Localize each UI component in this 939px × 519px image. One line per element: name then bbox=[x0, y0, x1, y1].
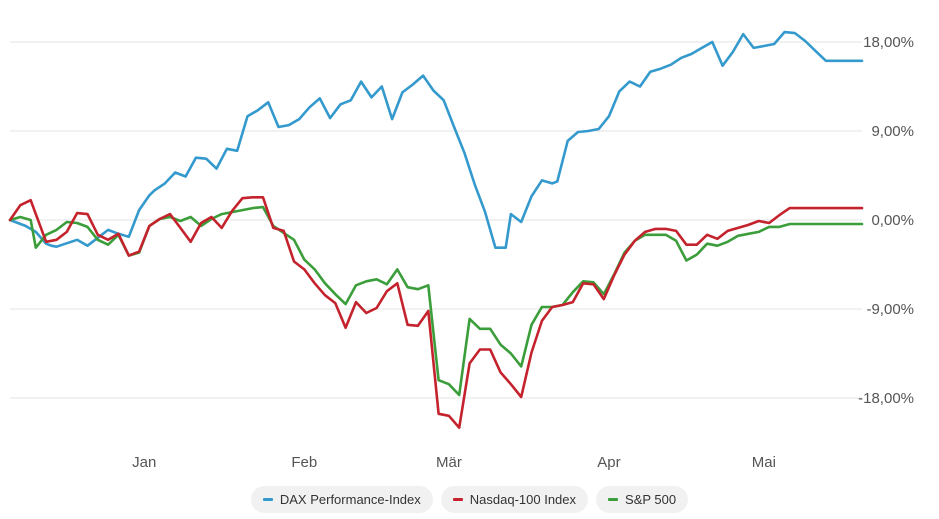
line-chart: 18,00% 9,00% 0,00% -9,00% -18,00% Jan Feb Mär A… bbox=[8, 30, 914, 471]
y-axis-ticks: 18,00% 9,00% 0,00% -9,00% -18,00% bbox=[858, 34, 914, 407]
legend-swatch bbox=[262, 498, 273, 501]
y-tick-label: 0,00% bbox=[871, 212, 914, 229]
legend-item-dax-performance-index[interactable]: DAX Performance-Index bbox=[250, 486, 433, 513]
x-tick-label: Mär bbox=[436, 454, 462, 471]
legend: DAX Performance-Index Nasdaq-100 Index S&P… bbox=[0, 486, 939, 513]
x-axis-ticks: Jan Feb Mär Apr Mai bbox=[132, 454, 776, 471]
legend-label: Nasdaq-100 Index bbox=[469, 492, 577, 507]
series-lines bbox=[8, 30, 864, 430]
y-tick-label: -18,00% bbox=[858, 390, 914, 407]
x-tick-label: Apr bbox=[597, 454, 620, 471]
series-line-s-p-500 bbox=[8, 205, 864, 397]
x-tick-label: Feb bbox=[291, 454, 317, 471]
series-line-nasdaq-100-index bbox=[8, 196, 864, 430]
legend-label: S&P 500 bbox=[625, 492, 677, 507]
y-tick-label: 18,00% bbox=[863, 34, 914, 51]
legend-swatch bbox=[608, 498, 619, 501]
y-tick-label: -9,00% bbox=[866, 301, 914, 318]
x-tick-label: Mai bbox=[752, 454, 776, 471]
x-tick-label: Jan bbox=[132, 454, 156, 471]
legend-swatch bbox=[452, 498, 463, 501]
legend-item-nasdaq-100-index[interactable]: Nasdaq-100 Index bbox=[440, 486, 589, 513]
series-line-dax-performance-index bbox=[8, 30, 864, 249]
legend-label: DAX Performance-Index bbox=[279, 492, 421, 507]
y-tick-label: 9,00% bbox=[871, 123, 914, 140]
legend-item-s-p-500[interactable]: S&P 500 bbox=[596, 486, 689, 513]
